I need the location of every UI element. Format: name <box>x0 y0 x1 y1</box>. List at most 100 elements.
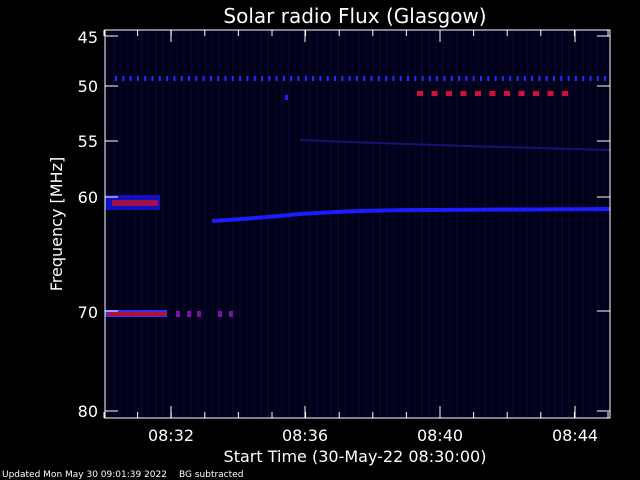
interference-dot <box>589 76 592 81</box>
noise-streak <box>589 30 591 418</box>
bg-note: BG subtracted <box>178 470 244 480</box>
interference-dot <box>582 76 585 81</box>
interference-dot <box>326 76 329 81</box>
noise-streak <box>302 30 304 418</box>
noise-streak <box>323 30 325 418</box>
interference-dot <box>385 76 388 81</box>
interference-red-dash <box>431 91 438 96</box>
noise-streak <box>274 30 276 418</box>
interference-red-dash <box>547 91 554 96</box>
emission-dot <box>218 311 222 317</box>
drifting-band-61mhz <box>211 207 611 223</box>
noise-streak <box>414 30 416 418</box>
noise-streak <box>582 30 584 418</box>
interference-red-dash <box>489 91 496 96</box>
interference-dot <box>268 76 271 81</box>
noise-streak <box>295 30 297 418</box>
interference-dot <box>115 76 117 81</box>
noise-streak <box>190 30 192 418</box>
noise-streak <box>253 30 255 418</box>
noise-streak <box>568 30 570 418</box>
interference-dot <box>538 76 541 81</box>
interference-dot <box>151 76 154 81</box>
noise-streak <box>512 30 514 418</box>
interference-dot <box>180 76 183 81</box>
y-tick-50: 50 <box>78 77 98 96</box>
noise-streak <box>575 30 577 418</box>
noise-streak <box>344 30 346 418</box>
noise-streak <box>106 30 108 418</box>
x-tick-0836: 08:36 <box>282 426 328 445</box>
plot-frame <box>104 29 611 419</box>
interference-dot <box>472 76 475 81</box>
noise-streak <box>169 30 171 418</box>
background-noise <box>106 30 605 418</box>
interference-dot <box>122 76 125 81</box>
interference-dot <box>312 76 315 81</box>
emission-dot <box>197 311 201 317</box>
interference-dot <box>399 76 402 81</box>
noise-streak <box>113 30 115 418</box>
interference-red-dash <box>460 91 467 96</box>
noise-streak <box>372 30 374 418</box>
noise-streak <box>505 30 507 418</box>
interference-red-dash <box>533 91 539 96</box>
x-tick-0844: 08:44 <box>552 426 598 445</box>
interference-dot <box>195 76 198 81</box>
interference-dot <box>188 76 190 81</box>
interference-dot <box>450 76 453 81</box>
noise-streak <box>239 30 241 418</box>
x-axis-label: Start Time (30-May-22 08:30:00) <box>224 447 487 466</box>
noise-streak <box>477 30 479 418</box>
interference-dot <box>560 76 563 81</box>
interference-dot <box>370 76 373 81</box>
interference-dot <box>574 76 577 81</box>
interference-dot <box>407 76 409 81</box>
noise-streak <box>491 30 493 418</box>
interference-dot <box>421 76 424 81</box>
noise-streak <box>603 30 605 418</box>
noise-streak <box>141 30 143 418</box>
interference-dot <box>480 76 482 81</box>
noise-streak <box>183 30 185 418</box>
interference-dot <box>509 76 512 81</box>
interference-dot <box>436 76 439 81</box>
noise-streak <box>148 30 150 418</box>
noise-streak <box>365 30 367 418</box>
noise-streak <box>484 30 486 418</box>
y-tick-70: 70 <box>78 303 98 322</box>
interference-red-dash <box>518 91 525 96</box>
noise-streak <box>197 30 199 418</box>
interference-dot <box>129 76 132 81</box>
interference-dot <box>545 76 548 81</box>
noise-streak <box>232 30 234 418</box>
faint-band-55mhz <box>299 139 611 151</box>
noise-streak <box>400 30 402 418</box>
interference-dot <box>458 76 461 81</box>
noise-streak <box>330 30 332 418</box>
interference-dot <box>348 76 351 81</box>
y-tick-55: 55 <box>78 132 98 151</box>
x-tick-0832: 08:32 <box>148 426 194 445</box>
noise-streak <box>554 30 556 418</box>
noise-streak <box>386 30 388 418</box>
noise-streak <box>155 30 157 418</box>
noise-streak <box>470 30 472 418</box>
noise-streak <box>176 30 178 418</box>
interference-line-50mhz <box>115 76 607 81</box>
noise-streak <box>120 30 122 418</box>
interference-dot <box>231 76 234 81</box>
noise-streak <box>498 30 500 418</box>
interference-dot <box>428 76 431 81</box>
footer: Updated Mon May 30 09:01:39 2022 BG subtr… <box>2 470 255 480</box>
noise-streak <box>435 30 437 418</box>
interference-dot <box>297 76 300 81</box>
interference-dot <box>239 76 242 81</box>
emission-core-70mhz <box>108 312 166 316</box>
noise-streak <box>533 30 535 418</box>
noise-streak <box>260 30 262 418</box>
interference-dot <box>494 76 497 81</box>
interference-dot <box>166 76 169 81</box>
interference-dot <box>319 76 322 81</box>
noise-streak <box>540 30 542 418</box>
